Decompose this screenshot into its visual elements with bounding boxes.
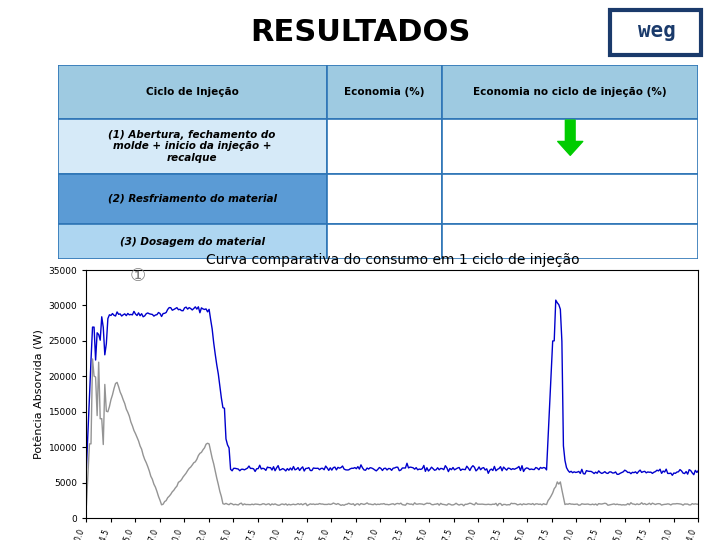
Text: Economia no ciclo de injeção (%): Economia no ciclo de injeção (%) xyxy=(474,87,667,97)
Text: (2) Resfriamento do material: (2) Resfriamento do material xyxy=(108,194,276,204)
FancyBboxPatch shape xyxy=(58,224,327,259)
FancyBboxPatch shape xyxy=(327,65,442,119)
Text: Economia (%): Economia (%) xyxy=(344,87,425,97)
Text: (3) Dosagem do material: (3) Dosagem do material xyxy=(120,237,265,247)
FancyBboxPatch shape xyxy=(58,65,327,119)
Text: Ciclo de Injeção: Ciclo de Injeção xyxy=(145,87,238,97)
FancyArrowPatch shape xyxy=(558,120,582,156)
FancyBboxPatch shape xyxy=(442,174,698,224)
FancyBboxPatch shape xyxy=(327,224,442,259)
FancyBboxPatch shape xyxy=(58,119,327,174)
FancyBboxPatch shape xyxy=(442,224,698,259)
FancyBboxPatch shape xyxy=(442,65,698,119)
FancyBboxPatch shape xyxy=(58,174,327,224)
Text: weg: weg xyxy=(638,21,676,41)
FancyBboxPatch shape xyxy=(327,174,442,224)
Y-axis label: Potência Absorvida (W): Potência Absorvida (W) xyxy=(35,329,45,459)
Title: Curva comparativa do consumo em 1 ciclo de injeção: Curva comparativa do consumo em 1 ciclo … xyxy=(206,253,579,267)
Text: (1) Abertura, fechamento do
molde + inicio da injeção +
recalque: (1) Abertura, fechamento do molde + inic… xyxy=(109,130,276,163)
FancyBboxPatch shape xyxy=(610,10,701,55)
FancyBboxPatch shape xyxy=(442,119,698,174)
FancyBboxPatch shape xyxy=(327,119,442,174)
Text: RESULTADOS: RESULTADOS xyxy=(250,18,470,47)
Text: ①: ① xyxy=(130,267,145,285)
